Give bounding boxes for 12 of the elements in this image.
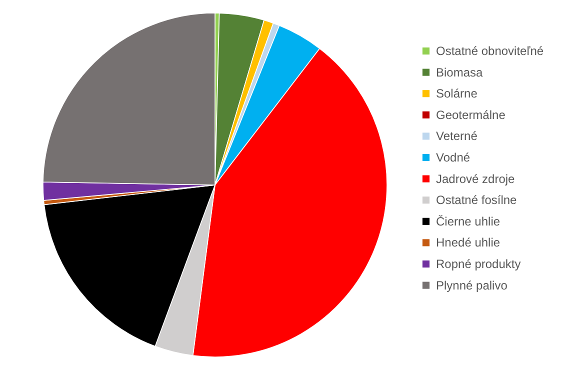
legend-label: Veterné <box>436 129 478 144</box>
legend-label: Ostatné obnoviteľné <box>436 44 544 58</box>
legend-label: Hnedé uhlie <box>436 236 500 250</box>
legend-label: Geotermálne <box>436 108 506 122</box>
legend-label: Biomasa <box>436 65 484 80</box>
legend-label: Ostatné fosílne <box>436 193 518 208</box>
legend-label: Solárne <box>436 86 478 101</box>
legend-label: Čierne uhlie <box>436 214 500 228</box>
legend-label: Vodné <box>436 150 470 164</box>
legend-label: Jadrové zdroje <box>436 172 516 186</box>
legend-label: Ropné produkty <box>436 257 521 271</box>
legend-label: Plynné palivo <box>436 278 508 292</box>
